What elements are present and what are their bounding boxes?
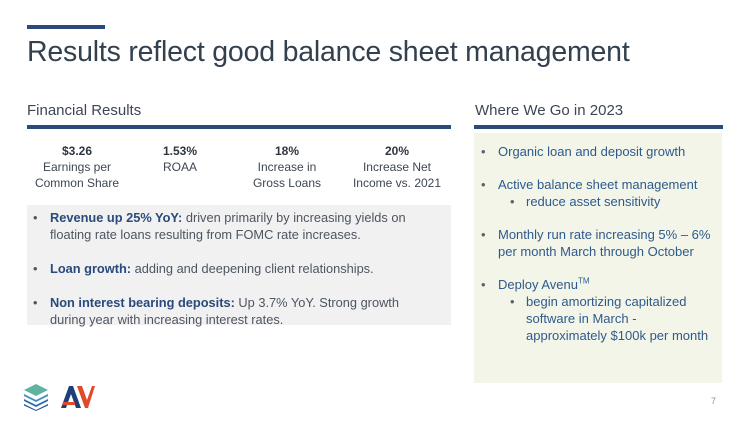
- bullet-heading: Non interest bearing deposits:: [50, 295, 235, 310]
- bullet-glyph: •: [33, 210, 38, 225]
- list-item: • Deploy AvenuTM • begin amortizing capita…: [481, 276, 721, 344]
- page-number: 7: [711, 396, 717, 406]
- list-item: • Non interest bearing deposits: Up 3.7% …: [33, 294, 433, 328]
- metric-value: 18%: [274, 144, 300, 158]
- metric-gross-loans: 18% Increase in Gross Loans: [232, 143, 342, 191]
- metric-net-income: 20% Increase Net Income vs. 2021: [347, 143, 447, 191]
- layers-logo-icon: [24, 384, 48, 411]
- metric-value: 1.53%: [162, 144, 198, 158]
- bullet-glyph: •: [481, 227, 486, 242]
- financial-highlights-list: • Revenue up 25% YoY: driven primarily by…: [33, 209, 433, 328]
- metric-label: Income vs. 2021: [352, 176, 442, 190]
- metric-value: $3.26: [61, 144, 93, 158]
- right-section-rule: [474, 125, 723, 129]
- bullet-glyph: •: [481, 177, 486, 192]
- metric-value: 20%: [384, 144, 410, 158]
- list-item: • Loan growth: adding and deepening clien…: [33, 260, 433, 277]
- bullet-text: Organic loan and deposit growth: [498, 144, 686, 159]
- outlook-box: [474, 133, 722, 383]
- bullet-text: Deploy Avenu: [498, 277, 578, 292]
- bullet-text: Active balance sheet management: [498, 177, 698, 192]
- bullet-text: Monthly run rate increasing 5% – 6% per …: [498, 227, 711, 259]
- metric-roaa: 1.53% ROAA: [140, 143, 220, 175]
- bullet-glyph: •: [33, 261, 38, 276]
- av-logo-icon: [61, 386, 95, 408]
- metric-label: Gross Loans: [252, 176, 322, 190]
- metric-label: Earnings per: [42, 160, 112, 174]
- slide-title: Results reflect good balance sheet manag…: [27, 36, 630, 68]
- bullet-text: driven primarily by increasing yields on…: [50, 210, 406, 242]
- where-we-go-heading: Where We Go in 2023: [475, 102, 624, 119]
- bullet-glyph: •: [510, 194, 515, 209]
- financial-highlights-box: [27, 205, 451, 325]
- bullet-heading: Revenue up 25% YoY:: [50, 210, 183, 225]
- list-item: • Monthly run rate increasing 5% – 6% per…: [481, 226, 721, 260]
- metric-label: ROAA: [162, 160, 197, 174]
- bullet-glyph: •: [481, 144, 486, 159]
- sub-list-item: • begin amortizing capitalized software i…: [498, 293, 721, 344]
- bullet-heading: Loan growth:: [50, 261, 132, 276]
- bullet-text: begin amortizing capitalized software in…: [526, 294, 709, 343]
- financial-results-heading: Financial Results: [27, 102, 142, 119]
- title-accent-bar: [27, 25, 105, 29]
- bullet-glyph: •: [33, 295, 38, 310]
- trademark-mark: TM: [578, 276, 590, 286]
- list-item: • Active balance sheet management • reduce…: [481, 176, 721, 210]
- bullet-glyph: •: [481, 277, 486, 292]
- bullet-glyph: •: [510, 294, 515, 309]
- list-item: • Revenue up 25% YoY: driven primarily by…: [33, 209, 433, 243]
- bullet-text: Up 3.7% YoY. Strong growth during year w…: [50, 295, 399, 327]
- left-section-rule: [27, 125, 451, 129]
- list-item: • Organic loan and deposit growth: [481, 143, 721, 160]
- metric-eps: $3.26 Earnings per Common Share: [27, 143, 127, 191]
- metric-label: Increase Net: [362, 160, 432, 174]
- metric-label: Common Share: [34, 176, 120, 190]
- outlook-list: • Organic loan and deposit growth • Active…: [481, 143, 721, 344]
- bullet-text: reduce asset sensitivity: [526, 194, 661, 209]
- bullet-text: adding and deepening client relationship…: [131, 261, 374, 276]
- sub-list-item: • reduce asset sensitivity: [498, 193, 721, 210]
- metric-label: Increase in: [257, 160, 317, 174]
